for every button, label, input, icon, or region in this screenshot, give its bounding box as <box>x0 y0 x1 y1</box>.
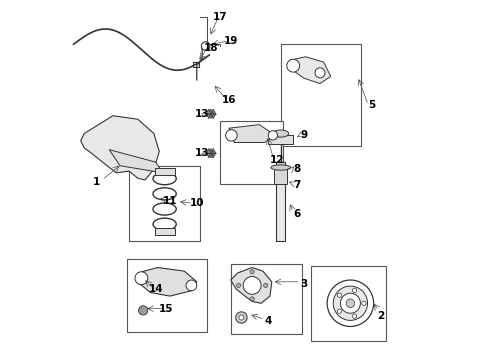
Bar <box>276 162 285 241</box>
Text: 13: 13 <box>195 148 209 158</box>
Bar <box>155 228 174 235</box>
Text: 17: 17 <box>213 13 227 22</box>
Circle shape <box>346 299 355 307</box>
Circle shape <box>362 301 366 305</box>
Polygon shape <box>229 125 275 143</box>
Text: 16: 16 <box>221 95 236 105</box>
Circle shape <box>186 280 197 291</box>
Circle shape <box>327 280 373 327</box>
Circle shape <box>139 306 148 315</box>
Ellipse shape <box>272 130 289 137</box>
Circle shape <box>239 315 244 320</box>
Text: 19: 19 <box>223 36 238 46</box>
Text: 13: 13 <box>195 109 209 119</box>
Bar <box>127 258 207 332</box>
Text: 7: 7 <box>293 180 300 190</box>
Circle shape <box>333 286 368 320</box>
Text: 15: 15 <box>159 303 173 314</box>
Circle shape <box>135 272 148 285</box>
Bar <box>155 168 174 175</box>
Text: 5: 5 <box>368 100 375 110</box>
Text: 11: 11 <box>163 197 177 206</box>
Text: 4: 4 <box>265 316 272 326</box>
Bar <box>231 264 302 334</box>
Circle shape <box>268 131 277 140</box>
Circle shape <box>352 314 357 318</box>
Text: 6: 6 <box>293 209 300 219</box>
Bar <box>274 167 287 184</box>
Text: 3: 3 <box>300 279 308 289</box>
Circle shape <box>201 42 210 50</box>
Circle shape <box>226 130 237 141</box>
Text: 18: 18 <box>204 43 219 53</box>
Text: 10: 10 <box>190 198 204 208</box>
Text: 8: 8 <box>293 164 300 174</box>
Circle shape <box>287 59 300 72</box>
Circle shape <box>207 110 215 118</box>
Circle shape <box>352 288 357 292</box>
Text: 12: 12 <box>270 156 284 165</box>
Text: 2: 2 <box>377 311 384 321</box>
Polygon shape <box>231 267 272 303</box>
Text: 14: 14 <box>148 284 163 294</box>
Circle shape <box>250 270 254 274</box>
Circle shape <box>341 293 360 313</box>
Circle shape <box>236 312 247 323</box>
Bar <box>311 266 386 341</box>
Circle shape <box>264 283 268 288</box>
Text: 1: 1 <box>93 177 100 187</box>
Polygon shape <box>138 267 197 296</box>
Circle shape <box>337 309 342 313</box>
Circle shape <box>207 149 215 157</box>
Bar <box>281 44 361 146</box>
Ellipse shape <box>271 165 291 170</box>
Polygon shape <box>109 150 163 173</box>
Circle shape <box>237 283 241 288</box>
Circle shape <box>243 276 261 294</box>
Text: 9: 9 <box>300 130 308 140</box>
Circle shape <box>315 68 325 78</box>
Polygon shape <box>290 57 331 84</box>
Bar <box>129 166 200 241</box>
Bar <box>220 121 283 184</box>
Circle shape <box>337 293 342 297</box>
Bar <box>268 135 293 144</box>
Circle shape <box>250 297 254 301</box>
Polygon shape <box>81 116 159 180</box>
